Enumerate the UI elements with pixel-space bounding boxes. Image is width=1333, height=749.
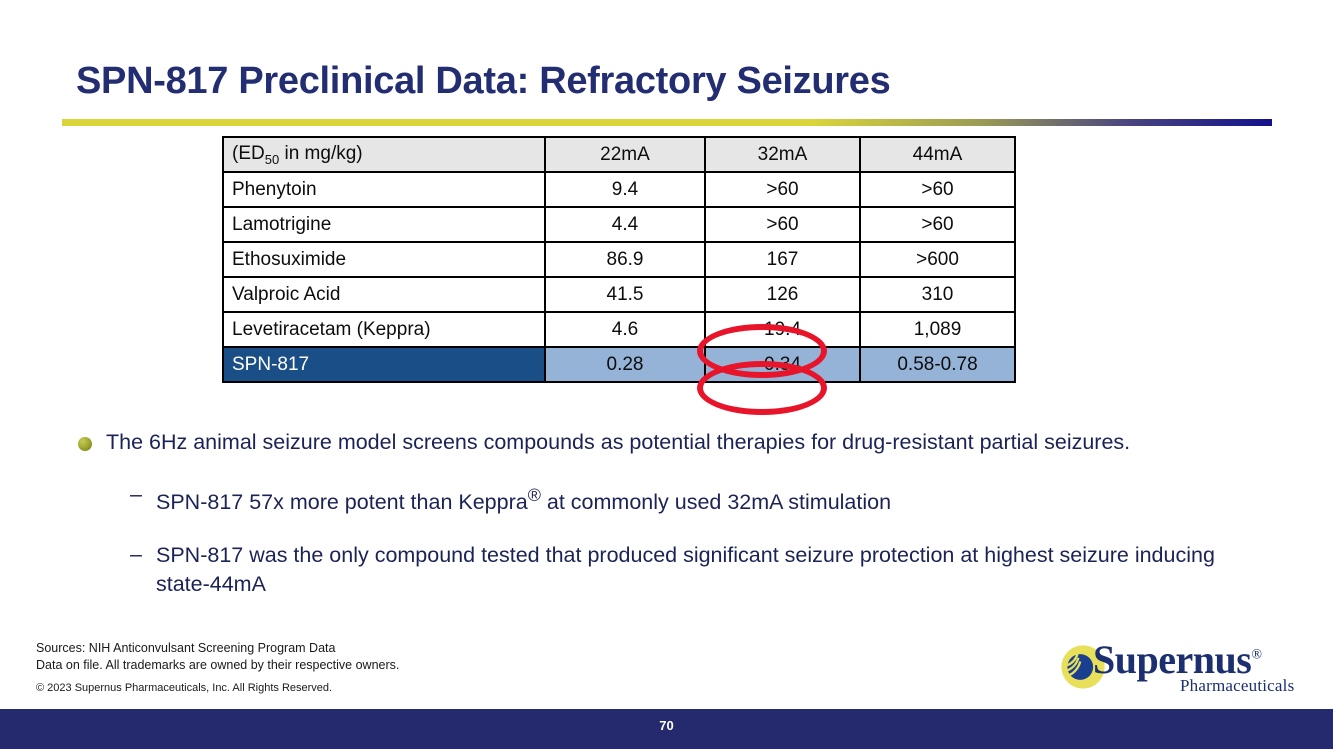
table-header-row: (ED50 in mg/kg) 22mA 32mA 44mA: [222, 136, 1016, 173]
bullet-item-main: The 6Hz animal seizure model screens com…: [78, 428, 1268, 457]
registered-mark-icon: ®: [527, 485, 541, 505]
cell-compound: Phenytoin: [222, 171, 546, 208]
cell-22ma: 4.6: [544, 311, 706, 348]
cell-44ma: 1,089: [859, 311, 1016, 348]
ed50-subscript: 50: [264, 151, 280, 167]
cell-32ma: 126: [704, 276, 861, 313]
bullet-sub-1-suffix: at commonly used 32mA stimulation: [540, 490, 892, 515]
cell-22ma: 9.4: [544, 171, 706, 208]
cell-32ma: 0.34: [704, 346, 861, 383]
cell-32ma: 167: [704, 241, 861, 278]
table-row-highlighted: SPN-817 0.28 0.34 0.58-0.78: [222, 346, 1016, 383]
cell-44ma: 0.58-0.78: [859, 346, 1016, 383]
bullet-item-sub-1: – SPN-817 57x more potent than Keppra® a…: [130, 481, 1268, 517]
dash-icon: –: [130, 482, 142, 506]
sources-note: Sources: NIH Anticonvulsant Screening Pr…: [36, 640, 399, 673]
table-row: Lamotrigine 4.4 >60 >60: [222, 206, 1016, 243]
table-row: Levetiracetam (Keppra) 4.6 19.4 1,089: [222, 311, 1016, 348]
cell-compound: SPN-817: [222, 346, 546, 383]
cell-22ma: 41.5: [544, 276, 706, 313]
bullet-sub-1-text: SPN-817 57x more potent than Keppra® at …: [156, 481, 891, 517]
cell-32ma: >60: [704, 206, 861, 243]
bullet-list: The 6Hz animal seizure model screens com…: [78, 428, 1268, 599]
cell-44ma: 310: [859, 276, 1016, 313]
ed50-table-wrapper: (ED50 in mg/kg) 22mA 32mA 44mA Phenytoin…: [222, 136, 1016, 383]
sources-line-2: Data on file. All trademarks are owned b…: [36, 657, 400, 672]
ed50-table: (ED50 in mg/kg) 22mA 32mA 44mA Phenytoin…: [222, 136, 1016, 383]
page-number: 70: [659, 718, 674, 733]
column-header-32ma: 32mA: [704, 136, 861, 173]
cell-22ma: 86.9: [544, 241, 706, 278]
cell-22ma: 0.28: [544, 346, 706, 383]
column-header-22ma: 22mA: [544, 136, 706, 173]
table-row: Ethosuximide 86.9 167 >600: [222, 241, 1016, 278]
title-divider-rule: [62, 119, 1272, 126]
registered-mark-icon: ®: [1251, 647, 1262, 663]
bullet-sub-1-prefix: SPN-817 57x more potent than Keppra: [156, 490, 528, 515]
sources-line-1: Sources: NIH Anticonvulsant Screening Pr…: [36, 641, 336, 655]
bottom-bar: [0, 709, 1333, 749]
cell-compound: Levetiracetam (Keppra): [222, 311, 546, 348]
cell-32ma: >60: [704, 171, 861, 208]
bullet-item-sub-2: – SPN-817 was the only compound tested t…: [130, 541, 1268, 599]
cell-compound: Lamotrigine: [222, 206, 546, 243]
copyright-note: © 2023 Supernus Pharmaceuticals, Inc. Al…: [36, 682, 333, 694]
table-row: Phenytoin 9.4 >60 >60: [222, 171, 1016, 208]
supernus-mark-icon: [1061, 645, 1105, 689]
supernus-wordmark: Supernus®: [1093, 636, 1262, 683]
column-header-44ma: 44mA: [859, 136, 1016, 173]
supernus-word-text: Supernus: [1093, 637, 1252, 682]
bullet-main-text: The 6Hz animal seizure model screens com…: [106, 430, 1131, 454]
dash-icon: –: [130, 542, 142, 567]
cell-compound: Ethosuximide: [222, 241, 546, 278]
bullet-sub-2-text: SPN-817 was the only compound tested tha…: [156, 543, 1215, 597]
cell-44ma: >60: [859, 171, 1016, 208]
cell-32ma: 19.4: [704, 311, 861, 348]
page-title: SPN-817 Preclinical Data: Refractory Sei…: [76, 60, 891, 102]
ed50-suffix: in mg/kg): [279, 142, 363, 164]
table-row: Valproic Acid 41.5 126 310: [222, 276, 1016, 313]
supernus-subtitle: Pharmaceuticals: [1180, 676, 1295, 695]
bullet-dot-icon: [78, 437, 92, 451]
column-header-compound: (ED50 in mg/kg): [222, 136, 546, 173]
cell-44ma: >60: [859, 206, 1016, 243]
cell-22ma: 4.4: [544, 206, 706, 243]
cell-compound: Valproic Acid: [222, 276, 546, 313]
supernus-logo: Supernus® Pharmaceuticals: [1060, 637, 1300, 698]
cell-44ma: >600: [859, 241, 1016, 278]
